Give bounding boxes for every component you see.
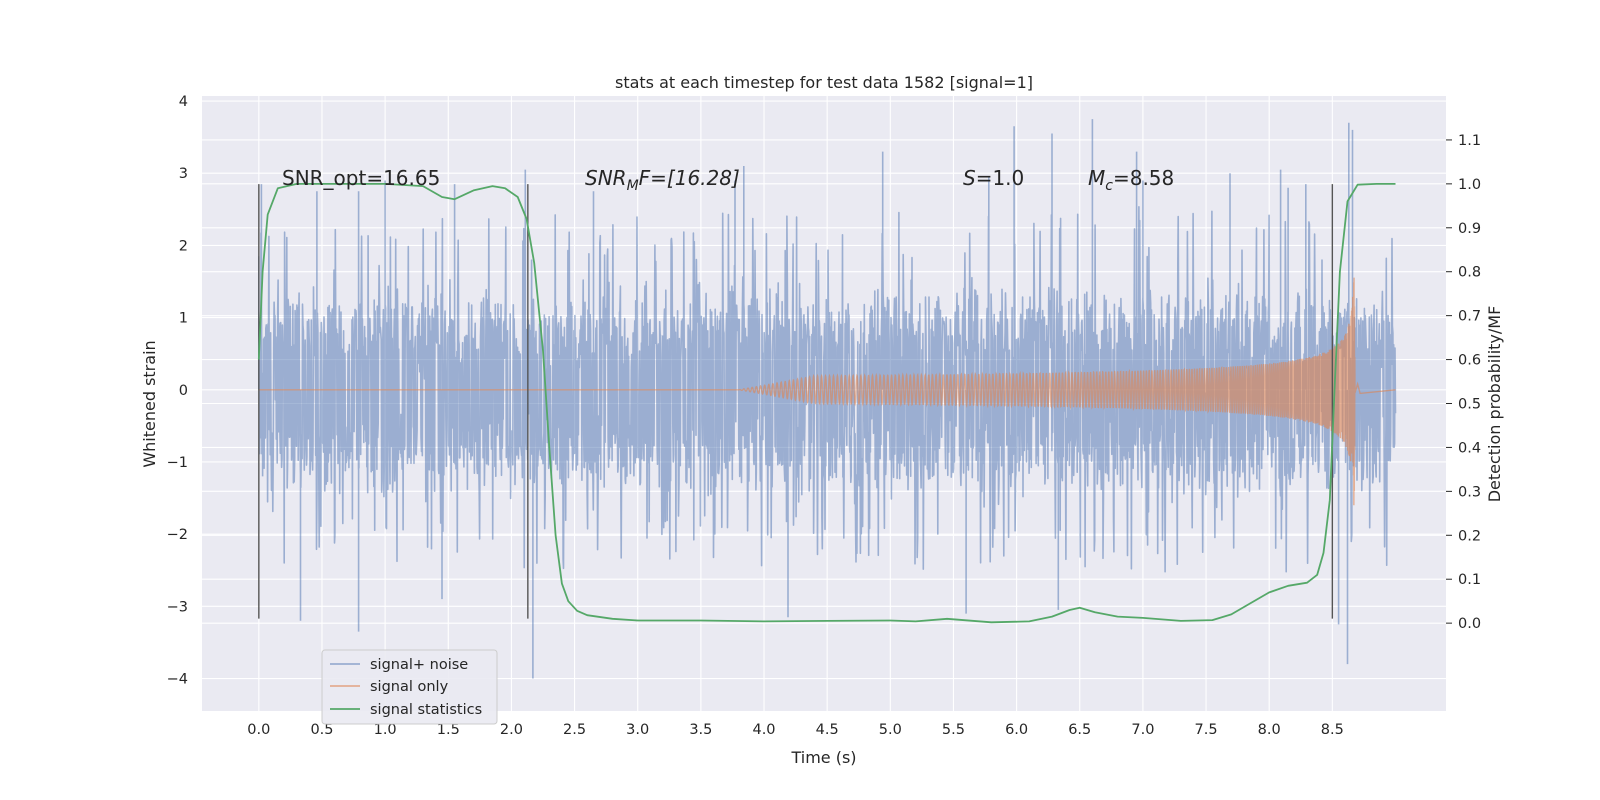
y-right-tick-label: 0.4 (1458, 440, 1481, 456)
series-signal-statistics (257, 183, 1396, 624)
y-tick-label: −1 (167, 455, 188, 471)
x-tick-label: 4.0 (752, 722, 775, 738)
x-tick-label: 5.0 (879, 722, 902, 738)
x-tick-label: 0.5 (310, 722, 333, 738)
signal-noise-line (258, 119, 1397, 679)
y-tick-label: −2 (167, 527, 188, 543)
chart-title: stats at each timestep for test data 158… (615, 73, 1033, 92)
signal-statistics-line (257, 183, 1396, 624)
x-tick-label: 4.5 (816, 722, 839, 738)
y-right-tick-label: 0.1 (1458, 572, 1481, 588)
annotation-mc-sub: c (1105, 178, 1113, 194)
x-tick-label: 8.5 (1321, 722, 1344, 738)
x-tick-label: 3.5 (689, 722, 712, 738)
legend: signal+ noise signal only signal statist… (321, 649, 498, 725)
y-right-axis-label: Detection probability/MF (1485, 306, 1504, 503)
y-right-tick-label: 0.8 (1458, 265, 1481, 281)
x-tick-label: 7.5 (1195, 722, 1218, 738)
x-tick-label: 1.5 (437, 722, 460, 738)
x-tick-label: 7.0 (1131, 722, 1154, 738)
y-tick-label: −3 (167, 599, 188, 615)
plot-area (257, 119, 1397, 679)
y-tick-label: 1 (179, 311, 188, 327)
annotation-snr-opt: SNR_opt=16.65 (282, 166, 440, 190)
y-right-tick-label: 0.0 (1458, 616, 1481, 632)
legend-label-signal-only: signal only (370, 679, 449, 695)
y-right-tick-label: 0.2 (1458, 528, 1481, 544)
series-signal-noise (258, 119, 1397, 679)
annotation-snr-mf: SNRMF=[16.28] (585, 166, 740, 194)
y-tick-label: 2 (179, 238, 188, 254)
annotation-s-rest: =1.0 (976, 166, 1025, 190)
x-tick-label: 0.0 (247, 722, 270, 738)
x-tick-label: 6.0 (1005, 722, 1028, 738)
y-axis-label: Whitened strain (140, 340, 159, 467)
annotation-s: S=1.0 (963, 166, 1024, 190)
series-signal-only (258, 277, 1396, 506)
legend-label-signal-noise: signal+ noise (370, 657, 468, 673)
y-tick-label: 0 (179, 383, 188, 399)
x-tick-label: 5.5 (942, 722, 965, 738)
x-tick-label: 2.0 (500, 722, 523, 738)
legend-label-signal-statistics: signal statistics (370, 702, 482, 718)
annotation-snr-mf-sub: M (627, 178, 639, 194)
annotation-mc-main: M (1088, 166, 1105, 190)
y-right-tick-label: 1.0 (1458, 177, 1481, 193)
y-right-tick-label: 0.6 (1458, 353, 1481, 369)
y-right-tick-label: 0.5 (1458, 397, 1481, 413)
y-right-tick-label: 0.9 (1458, 221, 1481, 237)
x-axis-label: Time (s) (790, 748, 856, 767)
y-right-tick-label: 1.1 (1458, 133, 1481, 149)
annotation-mc-rest: =8.58 (1113, 166, 1174, 190)
signal-only-line (258, 277, 1396, 506)
annotation-s-main: S (963, 166, 976, 190)
y-tick-label: −4 (167, 672, 188, 688)
x-tick-label: 2.5 (563, 722, 586, 738)
y-right-tick-label: 0.3 (1458, 484, 1481, 500)
annotation-mc: Mc=8.58 (1088, 166, 1174, 194)
x-tick-label: 6.5 (1068, 722, 1091, 738)
annotation-snr-mf-rest: F=[16.28] (639, 166, 740, 190)
x-tick-label: 8.0 (1258, 722, 1281, 738)
y-tick-label: 3 (179, 166, 188, 182)
annotation-snr-mf-main: SNR (585, 166, 627, 190)
x-tick-label: 1.0 (374, 722, 397, 738)
x-tick-label: 3.0 (626, 722, 649, 738)
y-tick-label: 4 (179, 94, 188, 110)
legend-box (321, 649, 498, 725)
y-right-tick-label: 0.7 (1458, 309, 1481, 325)
axis-ticks: 0.0 0.5 1.0 1.5 2.0 2.5 3.0 3.5 4.0 4.5 5.0 5.5 6.0 6… (167, 94, 1481, 738)
vertical-markers (258, 184, 1334, 619)
